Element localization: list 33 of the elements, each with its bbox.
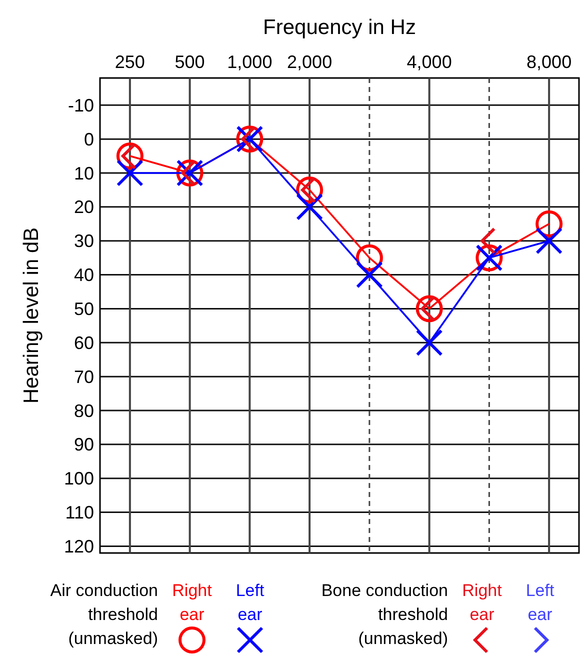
point [416, 329, 443, 356]
x-tick-label: 1,000 [227, 52, 272, 72]
y-tick-label: -10 [68, 95, 94, 116]
text: Air conduction threshold (unmasked) [50, 581, 158, 648]
y-axis-title: Hearing level in dB [20, 227, 43, 404]
point [536, 227, 563, 254]
y-tick-label: 40 [74, 265, 94, 286]
y-tick-label: 30 [74, 231, 94, 252]
text: Left ear [236, 581, 264, 624]
legend-label: Left ear [526, 581, 554, 624]
y-tick-label: 0 [84, 129, 94, 150]
text: Right ear [172, 581, 212, 624]
point [296, 193, 324, 220]
y-tick-label: 110 [65, 502, 94, 523]
point [116, 160, 144, 186]
x-tick-label: 8,000 [526, 52, 572, 72]
x-axis-title: Frequency in Hz [263, 16, 416, 39]
y-tick-label: 100 [64, 468, 94, 489]
x-tick-label: 500 [174, 52, 205, 72]
text: Bone conduction threshold (unmasked) [321, 581, 448, 648]
point [356, 261, 383, 288]
y-tick-label: 120 [64, 536, 94, 557]
y-tick-label: 80 [74, 400, 94, 421]
y-tick-label: 90 [74, 434, 94, 455]
y-tick-label: 20 [74, 197, 94, 218]
x-tick-label: 2,000 [287, 52, 332, 72]
text: Right ear [462, 581, 502, 624]
y-tick-label: 50 [74, 299, 94, 320]
x-tick-label: 250 [114, 52, 145, 72]
y-tick-label: 10 [74, 163, 94, 184]
y-tick-label: 70 [74, 366, 94, 387]
x-tick-label: 4,000 [406, 52, 452, 72]
y-tick-label: 60 [74, 332, 94, 353]
